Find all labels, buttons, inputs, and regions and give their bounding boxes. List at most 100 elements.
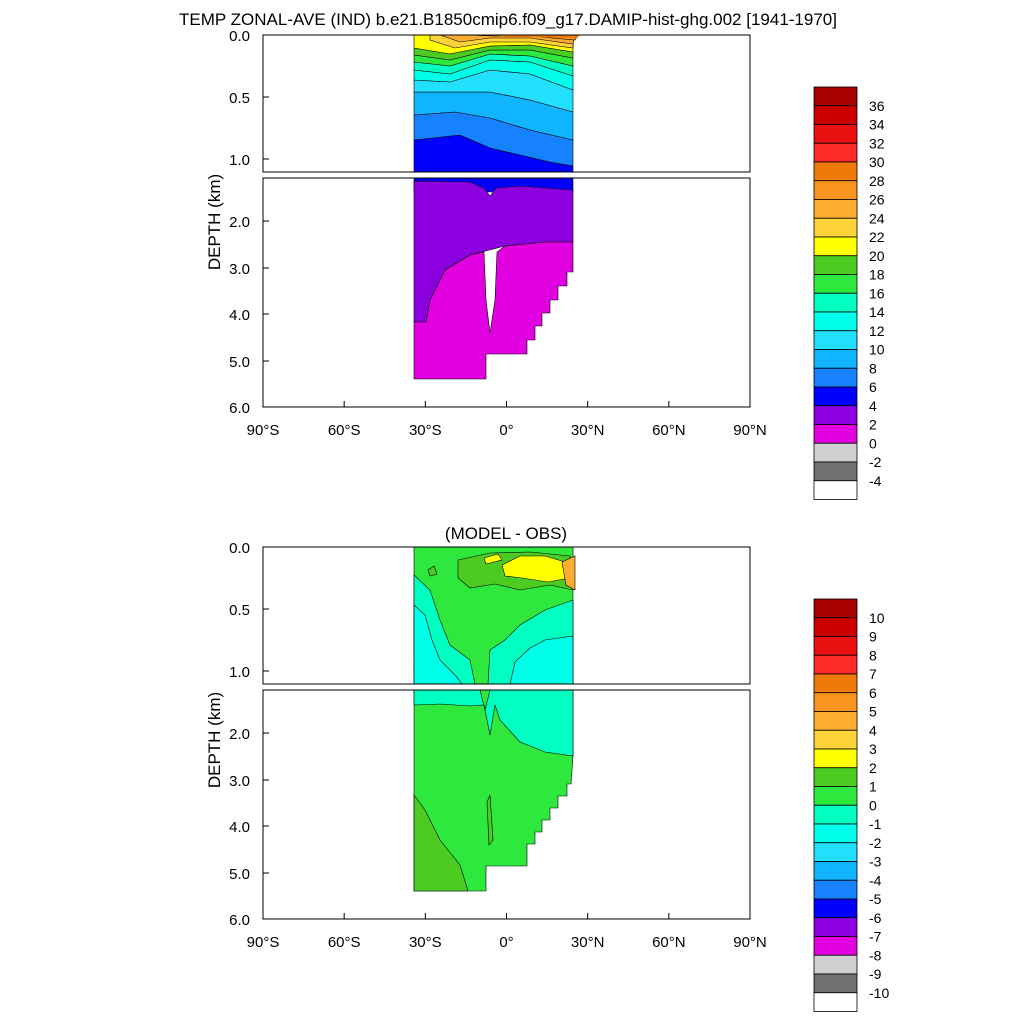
y-tick-label: 5.0 <box>229 866 250 883</box>
colorbar-swatch <box>813 898 858 919</box>
colorbar-swatch <box>813 992 858 1012</box>
difference-lower-field <box>413 690 574 892</box>
x-tick-label: 30°N <box>571 422 605 439</box>
temperature-panel: 0.0 0.5 1.0 2.0 3.0 4.0 5.0 6.0 DEPTH (k… <box>205 28 767 439</box>
x-tick-label: 60°N <box>652 934 686 951</box>
diff-deep-band-1-2 <box>413 794 469 892</box>
colorbar-swatch <box>813 142 858 163</box>
diff-band-3-4 <box>561 555 576 591</box>
colorbar-label: 5 <box>869 704 877 720</box>
colorbar-label: 8 <box>869 360 877 376</box>
colorbar-label: 22 <box>869 229 885 245</box>
y-tick-label: 2.0 <box>229 726 250 743</box>
x-tick-label: 0° <box>499 934 513 951</box>
y-tick-label: 4.0 <box>229 819 250 836</box>
y-tick-label: 0.5 <box>229 90 250 107</box>
colorbar-label: 36 <box>869 98 885 114</box>
colorbar-label: 6 <box>869 379 877 395</box>
colorbar-label: 4 <box>869 722 877 738</box>
colorbar-swatch <box>813 598 858 619</box>
colorbar-label: 32 <box>869 135 885 151</box>
y-tick-label: 2.0 <box>229 214 250 231</box>
y-tick-label: 5.0 <box>229 354 250 371</box>
temp-upper-frame <box>262 34 751 173</box>
colorbar-label: 30 <box>869 154 885 170</box>
colorbar-swatch <box>813 480 858 500</box>
x-axis-ticks: 90°S 60°S 30°S 0° 30°N 60°N 90°N <box>247 913 767 951</box>
colorbar-swatch <box>813 936 858 956</box>
colorbar-swatch <box>813 405 858 425</box>
colorbar-swatch <box>813 767 858 787</box>
colorbar-label: -3 <box>869 854 882 870</box>
colorbar-label: 10 <box>869 342 885 358</box>
colorbar-swatch <box>813 292 858 313</box>
colorbar-label: 2 <box>869 760 877 776</box>
diff-deep-band-spike <box>486 794 494 846</box>
colorbar-swatch <box>813 217 858 238</box>
colorbar-label: 24 <box>869 210 885 226</box>
x-tick-label: 30°S <box>409 934 442 951</box>
figure-title: TEMP ZONAL-AVE (IND) b.e21.B1850cmip6.f0… <box>179 10 837 29</box>
colorbar-swatch <box>813 367 858 388</box>
colorbar-label: 3 <box>869 741 877 757</box>
colorbar-label: 6 <box>869 685 877 701</box>
colorbar-swatch <box>813 973 858 994</box>
colorbar-label: 4 <box>869 398 877 414</box>
colorbar-label: 0 <box>869 797 877 813</box>
y-tick-label: 4.0 <box>229 307 250 324</box>
temp-band-28-30 <box>495 35 580 38</box>
diff-upper-frame <box>262 546 751 685</box>
x-tick-label: 90°S <box>247 422 280 439</box>
colorbar-swatch <box>813 692 858 712</box>
diff-band-small-cell <box>427 565 438 577</box>
y-tick-label: 0.0 <box>229 540 250 557</box>
colorbar-label: 7 <box>869 666 877 682</box>
colorbar-label: -2 <box>869 454 882 470</box>
colorbar-swatch <box>813 386 858 407</box>
colorbar-label: -5 <box>869 891 882 907</box>
colorbar-label: 34 <box>869 117 885 133</box>
colorbar-swatch <box>813 124 858 144</box>
x-axis-ticks: 90°S 60°S 30°S 0° 30°N 60°N 90°N <box>247 401 767 439</box>
difference-panel: (MODEL - OBS) 0.0 0.5 1.0 2.0 3. <box>205 524 767 951</box>
x-tick-label: 90°N <box>733 422 767 439</box>
colorbar-label: -9 <box>869 966 882 982</box>
colorbar-swatch <box>813 199 858 219</box>
colorbar-label: 8 <box>869 647 877 663</box>
x-tick-label: 60°S <box>328 422 361 439</box>
colorbar-swatch <box>813 442 858 463</box>
colorbar-label: -8 <box>869 947 882 963</box>
colorbar-label: -4 <box>869 473 882 489</box>
temperature-upper-field <box>413 35 580 172</box>
colorbar-swatch <box>813 617 858 637</box>
panel-subtitle: (MODEL - OBS) <box>445 524 567 543</box>
colorbar-swatch <box>813 636 858 656</box>
colorbar-swatch <box>813 274 858 294</box>
colorbar-swatch <box>813 804 858 825</box>
colorbar-label: 16 <box>869 285 885 301</box>
colorbar-swatch <box>813 954 858 975</box>
colorbar-swatch <box>813 673 858 694</box>
x-tick-label: 30°N <box>571 934 605 951</box>
colorbar-label: -7 <box>869 929 882 945</box>
x-tick-label: 60°N <box>652 422 686 439</box>
x-tick-label: 90°S <box>247 934 280 951</box>
x-tick-label: 90°N <box>733 934 767 951</box>
colorbar-label: 26 <box>869 192 885 208</box>
diff-deep-band-minus1-0 <box>413 690 574 757</box>
colorbar-label: 2 <box>869 417 877 433</box>
colorbar-swatch <box>813 861 858 881</box>
colorbar-label: -6 <box>869 910 882 926</box>
diff-band-minus2-minus1-east <box>509 635 574 684</box>
colorbar-swatch <box>813 236 858 257</box>
colorbar-label: -1 <box>869 816 882 832</box>
colorbar-swatch <box>813 786 858 806</box>
y-tick-label: 0.0 <box>229 28 250 45</box>
y-tick-label: 6.0 <box>229 400 250 417</box>
difference-upper-field <box>413 547 576 684</box>
colorbar-swatch <box>813 311 858 332</box>
colorbar-label: 0 <box>869 435 877 451</box>
y-axis-label: DEPTH (km) <box>205 174 224 270</box>
